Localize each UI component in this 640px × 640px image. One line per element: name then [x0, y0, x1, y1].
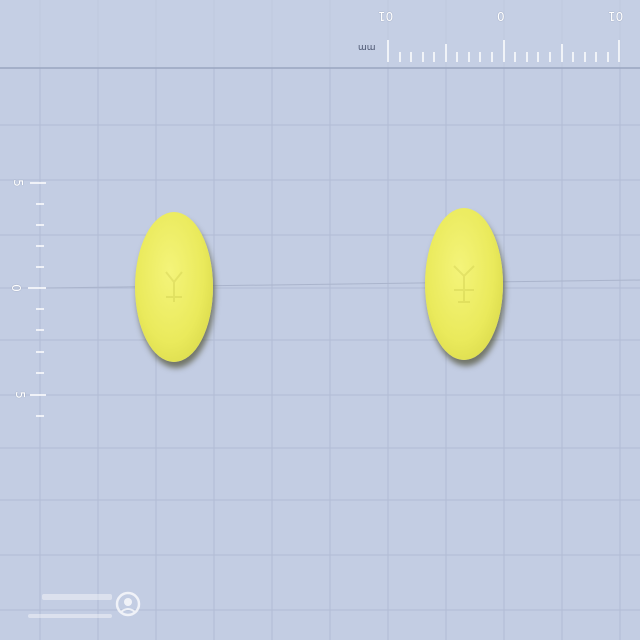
tablet-left-imprint: [165, 271, 183, 302]
tablet-right: [425, 208, 503, 360]
logo-icon: [28, 591, 141, 618]
left-ruler-ticks: [28, 182, 46, 417]
tablet-left: [135, 212, 213, 362]
top-ruler-unit: mm: [358, 42, 376, 52]
left-ruler-label-center: 0: [8, 284, 23, 292]
left-ruler-label-top: 5: [10, 179, 25, 187]
top-ruler-label-center: 0: [497, 9, 505, 23]
top-ruler-label-right: 01: [608, 9, 624, 23]
tablet-right-imprint: [453, 265, 475, 303]
top-ruler-ticks: [387, 40, 620, 62]
top-ruler-label-left: 01: [378, 9, 394, 23]
left-ruler-label-bottom: 5: [12, 391, 27, 399]
